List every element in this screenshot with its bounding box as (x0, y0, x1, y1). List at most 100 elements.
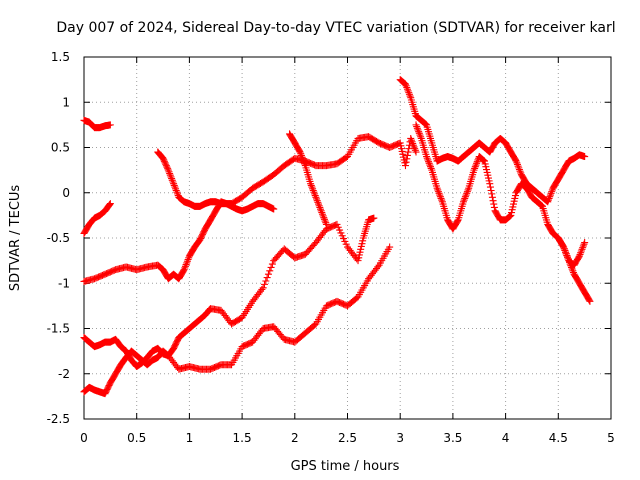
data-point (169, 178, 177, 186)
data-point (427, 164, 435, 172)
data-point (415, 129, 423, 137)
y-tick-label: -1.5 (47, 322, 70, 336)
data-point (513, 159, 521, 167)
data-point (506, 212, 514, 220)
data-point (168, 175, 176, 183)
data-point (300, 158, 308, 166)
x-tick-label: 0 (80, 431, 88, 445)
data-point (486, 183, 494, 191)
data-point (386, 243, 394, 251)
data-point (433, 184, 441, 192)
data-point (161, 159, 169, 167)
data-point (404, 87, 412, 95)
data-point (309, 185, 317, 193)
data-point (581, 239, 589, 247)
data-point (513, 160, 521, 168)
data-point (423, 154, 431, 162)
data-point (544, 196, 552, 204)
data-point (579, 244, 587, 252)
data-point (486, 180, 494, 188)
data-point (577, 249, 585, 257)
data-point (184, 255, 192, 263)
data-point (374, 263, 382, 271)
data-point (461, 193, 469, 201)
data-point (183, 257, 191, 265)
data-point (316, 203, 324, 211)
data-point (411, 146, 419, 154)
data-point (167, 173, 175, 181)
data-point (427, 163, 435, 171)
data-point (299, 155, 307, 163)
data-series (80, 116, 114, 132)
x-tick-label: 5 (607, 431, 615, 445)
data-point (561, 246, 569, 254)
data-point (436, 193, 444, 201)
data-point (160, 157, 168, 165)
data-point (402, 82, 410, 90)
data-point (258, 285, 266, 293)
data-point (172, 185, 180, 193)
data-point (545, 194, 553, 202)
data-point (564, 253, 572, 261)
data-point (515, 166, 523, 174)
data-point (562, 250, 570, 258)
data-point (579, 242, 587, 250)
data-point (578, 245, 586, 253)
data-point (320, 215, 328, 223)
data-point (564, 255, 572, 263)
data-point (437, 194, 445, 202)
data-point (515, 164, 523, 172)
data-point (259, 284, 267, 292)
x-tick-label: 1.5 (233, 431, 252, 445)
data-point (580, 240, 588, 248)
data-point (560, 245, 568, 253)
data-point (409, 141, 417, 149)
data-point (299, 157, 307, 165)
data-point (311, 192, 319, 200)
data-series (396, 76, 589, 206)
x-tick-label: 0.5 (127, 431, 146, 445)
x-tick-label: 3 (396, 431, 404, 445)
data-point (403, 151, 411, 159)
x-tick-label: 2 (291, 431, 299, 445)
data-point (313, 197, 321, 205)
data-point (301, 160, 309, 168)
data-point (403, 84, 411, 92)
data-point (426, 161, 434, 169)
data-point (160, 156, 168, 164)
data-series (554, 234, 594, 305)
data-point (401, 80, 409, 88)
data-point (434, 188, 442, 196)
data-point (262, 277, 270, 285)
data-point (408, 138, 416, 146)
data-point (270, 205, 278, 213)
y-tick-label: -1 (58, 276, 70, 290)
data-point (425, 159, 433, 167)
data-point (407, 134, 415, 142)
x-tick-label: 1 (186, 431, 194, 445)
data-point (568, 265, 576, 273)
data-point (162, 160, 170, 168)
x-axis-label: GPS time / hours (291, 459, 400, 474)
data-point (315, 200, 323, 208)
data-point (462, 191, 470, 199)
data-point (404, 148, 412, 156)
data-point (565, 257, 573, 265)
data-point (473, 158, 481, 166)
y-tick-label: -0.5 (47, 231, 70, 245)
data-point (434, 186, 442, 194)
data-point (490, 203, 498, 211)
data-point (311, 190, 319, 198)
data-point (173, 188, 181, 196)
data-point (320, 214, 328, 222)
data-point (473, 159, 481, 167)
data-point (567, 262, 575, 270)
data-point (182, 261, 190, 269)
data-point (480, 157, 488, 165)
data-point (562, 248, 570, 256)
x-tick-label: 4.5 (549, 431, 568, 445)
data-series (80, 200, 114, 237)
data-point (181, 262, 189, 270)
y-tick-label: -2 (58, 367, 70, 381)
